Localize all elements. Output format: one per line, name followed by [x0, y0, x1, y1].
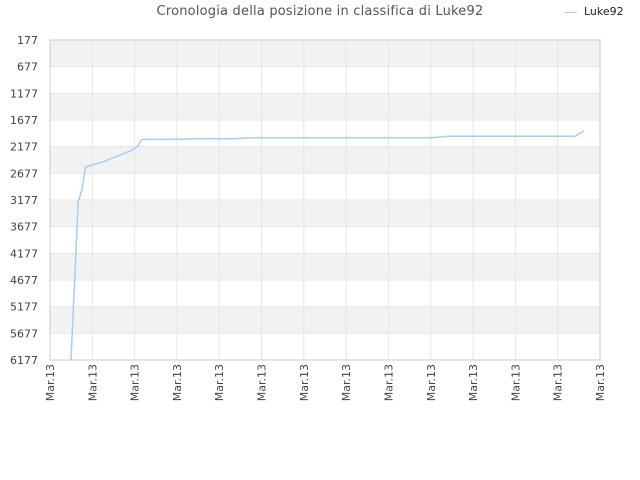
x-tick-label: Mar.13	[509, 364, 522, 401]
series-layer	[70, 130, 585, 361]
grid-band	[50, 146, 600, 174]
x-tick-label: Mar.13	[256, 364, 269, 401]
x-tick-label: Mar.13	[213, 364, 226, 401]
y-tick-label: 6177	[10, 354, 38, 367]
x-tick-label: Mar.13	[86, 364, 99, 401]
y-tick-label: 4677	[10, 274, 38, 287]
grid-lines	[49, 39, 601, 361]
legend[interactable]: Luke92	[565, 5, 624, 18]
x-tick-label: Mar.13	[340, 364, 353, 401]
x-tick-label: Mar.13	[171, 364, 184, 401]
x-tick-label: Mar.13	[129, 364, 142, 401]
y-tick-label: 4177	[10, 247, 38, 260]
background-bands	[50, 40, 600, 334]
plot-frame	[49, 39, 601, 361]
grid-band	[50, 200, 600, 227]
x-axis: Mar.13 Mar.13 Mar.13 Mar.13 Mar.13 Mar.13 Mar.…	[44, 364, 607, 401]
y-tick-label: 3677	[10, 221, 38, 234]
grid-band	[50, 253, 600, 280]
x-tick-label: Mar.13	[44, 364, 57, 401]
y-tick-label: 5177	[10, 301, 38, 314]
y-tick-label: 2677	[10, 167, 38, 180]
x-tick-label: Mar.13	[552, 364, 565, 401]
y-tick-label: 177	[17, 34, 38, 47]
grid-band	[50, 40, 600, 67]
x-tick-label: Mar.13	[382, 364, 395, 401]
series-line-luke92[interactable]	[70, 130, 585, 361]
y-tick-label: 2177	[10, 141, 38, 154]
grid-band	[50, 306, 600, 334]
legend-line-swatch	[565, 11, 577, 13]
x-tick-label: Mar.13	[298, 364, 311, 401]
y-tick-label: 5677	[10, 327, 38, 340]
y-tick-label: 1677	[10, 114, 38, 127]
y-tick-label: 3177	[10, 194, 38, 207]
legend-label: Luke92	[584, 5, 624, 18]
x-tick-label: Mar.13	[594, 364, 607, 401]
y-tick-label: 677	[17, 61, 38, 74]
grid-band	[50, 93, 600, 120]
x-tick-label: Mar.13	[425, 364, 438, 401]
x-tick-label: Mar.13	[467, 364, 480, 401]
y-tick-label: 1177	[10, 87, 38, 100]
chart-title: Cronologia della posizione in classifica…	[156, 4, 484, 19]
y-axis: 177 677 1177 1677 2177 2677 3177 3677 4177 4677 51…	[10, 34, 38, 367]
